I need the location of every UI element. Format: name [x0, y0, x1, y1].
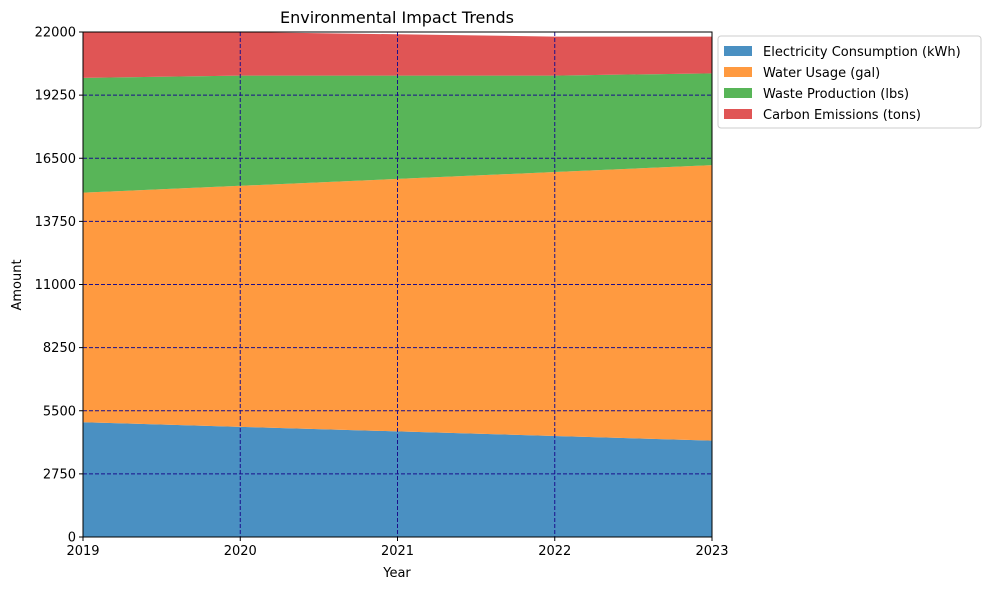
y-tick-label: 13750 — [35, 215, 76, 230]
legend-swatch — [724, 46, 752, 56]
y-tick-label: 8250 — [43, 341, 76, 356]
legend-label: Water Usage (gal) — [763, 66, 880, 81]
legend-box — [717, 35, 982, 129]
x-axis-label: Year — [382, 566, 411, 581]
x-tick-label: 2019 — [66, 544, 99, 559]
legend: Electricity Consumption (kWh) Water Usage… — [717, 35, 982, 129]
x-tick-label: 2023 — [695, 544, 728, 559]
legend-swatch — [724, 88, 752, 98]
y-tick-label: 19250 — [35, 89, 76, 104]
x-tick-label: 2022 — [538, 544, 571, 559]
legend-label: Carbon Emissions (tons) — [763, 108, 921, 123]
legend-swatch — [724, 67, 752, 77]
legend-label: Waste Production (lbs) — [763, 87, 909, 102]
y-axis-label: Amount — [10, 259, 25, 310]
legend-swatch — [724, 109, 752, 119]
y-tick-label: 22000 — [35, 26, 76, 41]
x-tick-label: 2020 — [224, 544, 257, 559]
x-tick-label: 2021 — [381, 544, 414, 559]
y-axis: 0 2750 5500 8250 11000 13750 16500 19250 22000 — [35, 26, 83, 546]
legend-label: Electricity Consumption (kWh) — [763, 45, 961, 60]
area-series-3 — [83, 32, 712, 78]
area-series-2 — [83, 73, 712, 193]
y-tick-label: 16500 — [35, 152, 76, 167]
x-axis: 2019 2020 2021 2022 2023 — [66, 537, 729, 559]
y-tick-label: 5500 — [43, 404, 76, 419]
chart-title: Environmental Impact Trends — [280, 8, 514, 27]
y-tick-label: 2750 — [43, 467, 76, 482]
y-tick-label: 0 — [68, 531, 76, 546]
y-tick-label: 11000 — [35, 278, 76, 293]
